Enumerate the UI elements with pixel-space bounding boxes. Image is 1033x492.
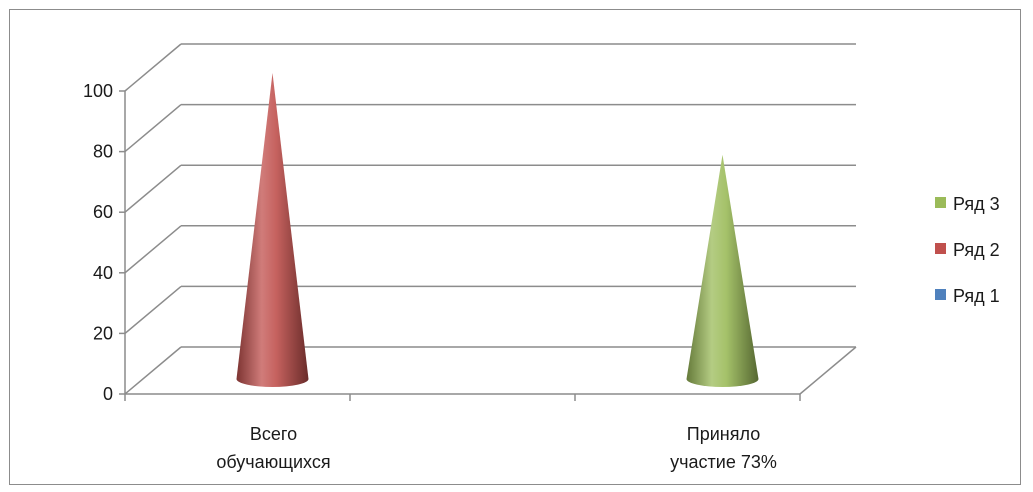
side-gridline [124, 164, 182, 213]
x-tick-label: участие 73% [670, 452, 777, 472]
y-tick-label: 40 [93, 263, 113, 283]
x-tick-label: Приняло [687, 424, 760, 444]
legend-label: Ряд 1 [953, 286, 1000, 306]
y-tick-label: 0 [103, 384, 113, 404]
side-gridline [124, 225, 182, 274]
side-gridline [124, 43, 182, 92]
legend-swatch [935, 243, 946, 254]
legend-label: Ряд 2 [953, 240, 1000, 260]
side-gridline [124, 346, 182, 395]
legend-label: Ряд 3 [953, 194, 1000, 214]
chart-area [9, 9, 1021, 485]
y-tick-label: 100 [83, 81, 113, 101]
legend-swatch [935, 197, 946, 208]
y-tick-label: 60 [93, 202, 113, 222]
floor-right-edge [799, 346, 857, 395]
side-gridline [124, 104, 182, 153]
legend-swatch [935, 289, 946, 300]
cone-ряд-3 [686, 154, 759, 387]
x-tick-label: обучающихся [216, 452, 330, 472]
x-tick-label: Всего [250, 424, 297, 444]
y-tick-label: 80 [93, 142, 113, 162]
y-tick-label: 20 [93, 323, 113, 343]
side-gridline [124, 285, 182, 334]
cone-ряд-2 [236, 73, 309, 387]
